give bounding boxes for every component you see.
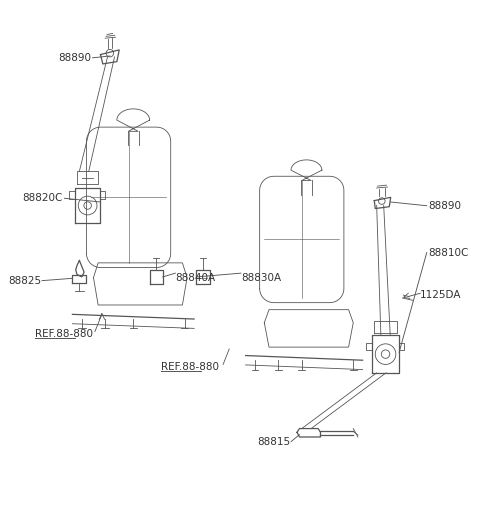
Text: REF.88-880: REF.88-880	[35, 329, 93, 339]
Text: 88820C: 88820C	[23, 193, 63, 203]
Text: 1125DA: 1125DA	[420, 289, 462, 300]
Text: 88825: 88825	[8, 276, 41, 285]
Text: 88810C: 88810C	[428, 247, 468, 258]
Text: 88840A: 88840A	[175, 273, 216, 283]
Text: 88815: 88815	[257, 437, 290, 447]
Text: REF.88-880: REF.88-880	[161, 362, 219, 372]
Text: 88830A: 88830A	[241, 273, 281, 283]
Text: 88890: 88890	[58, 53, 91, 63]
Text: 88890: 88890	[428, 201, 461, 211]
